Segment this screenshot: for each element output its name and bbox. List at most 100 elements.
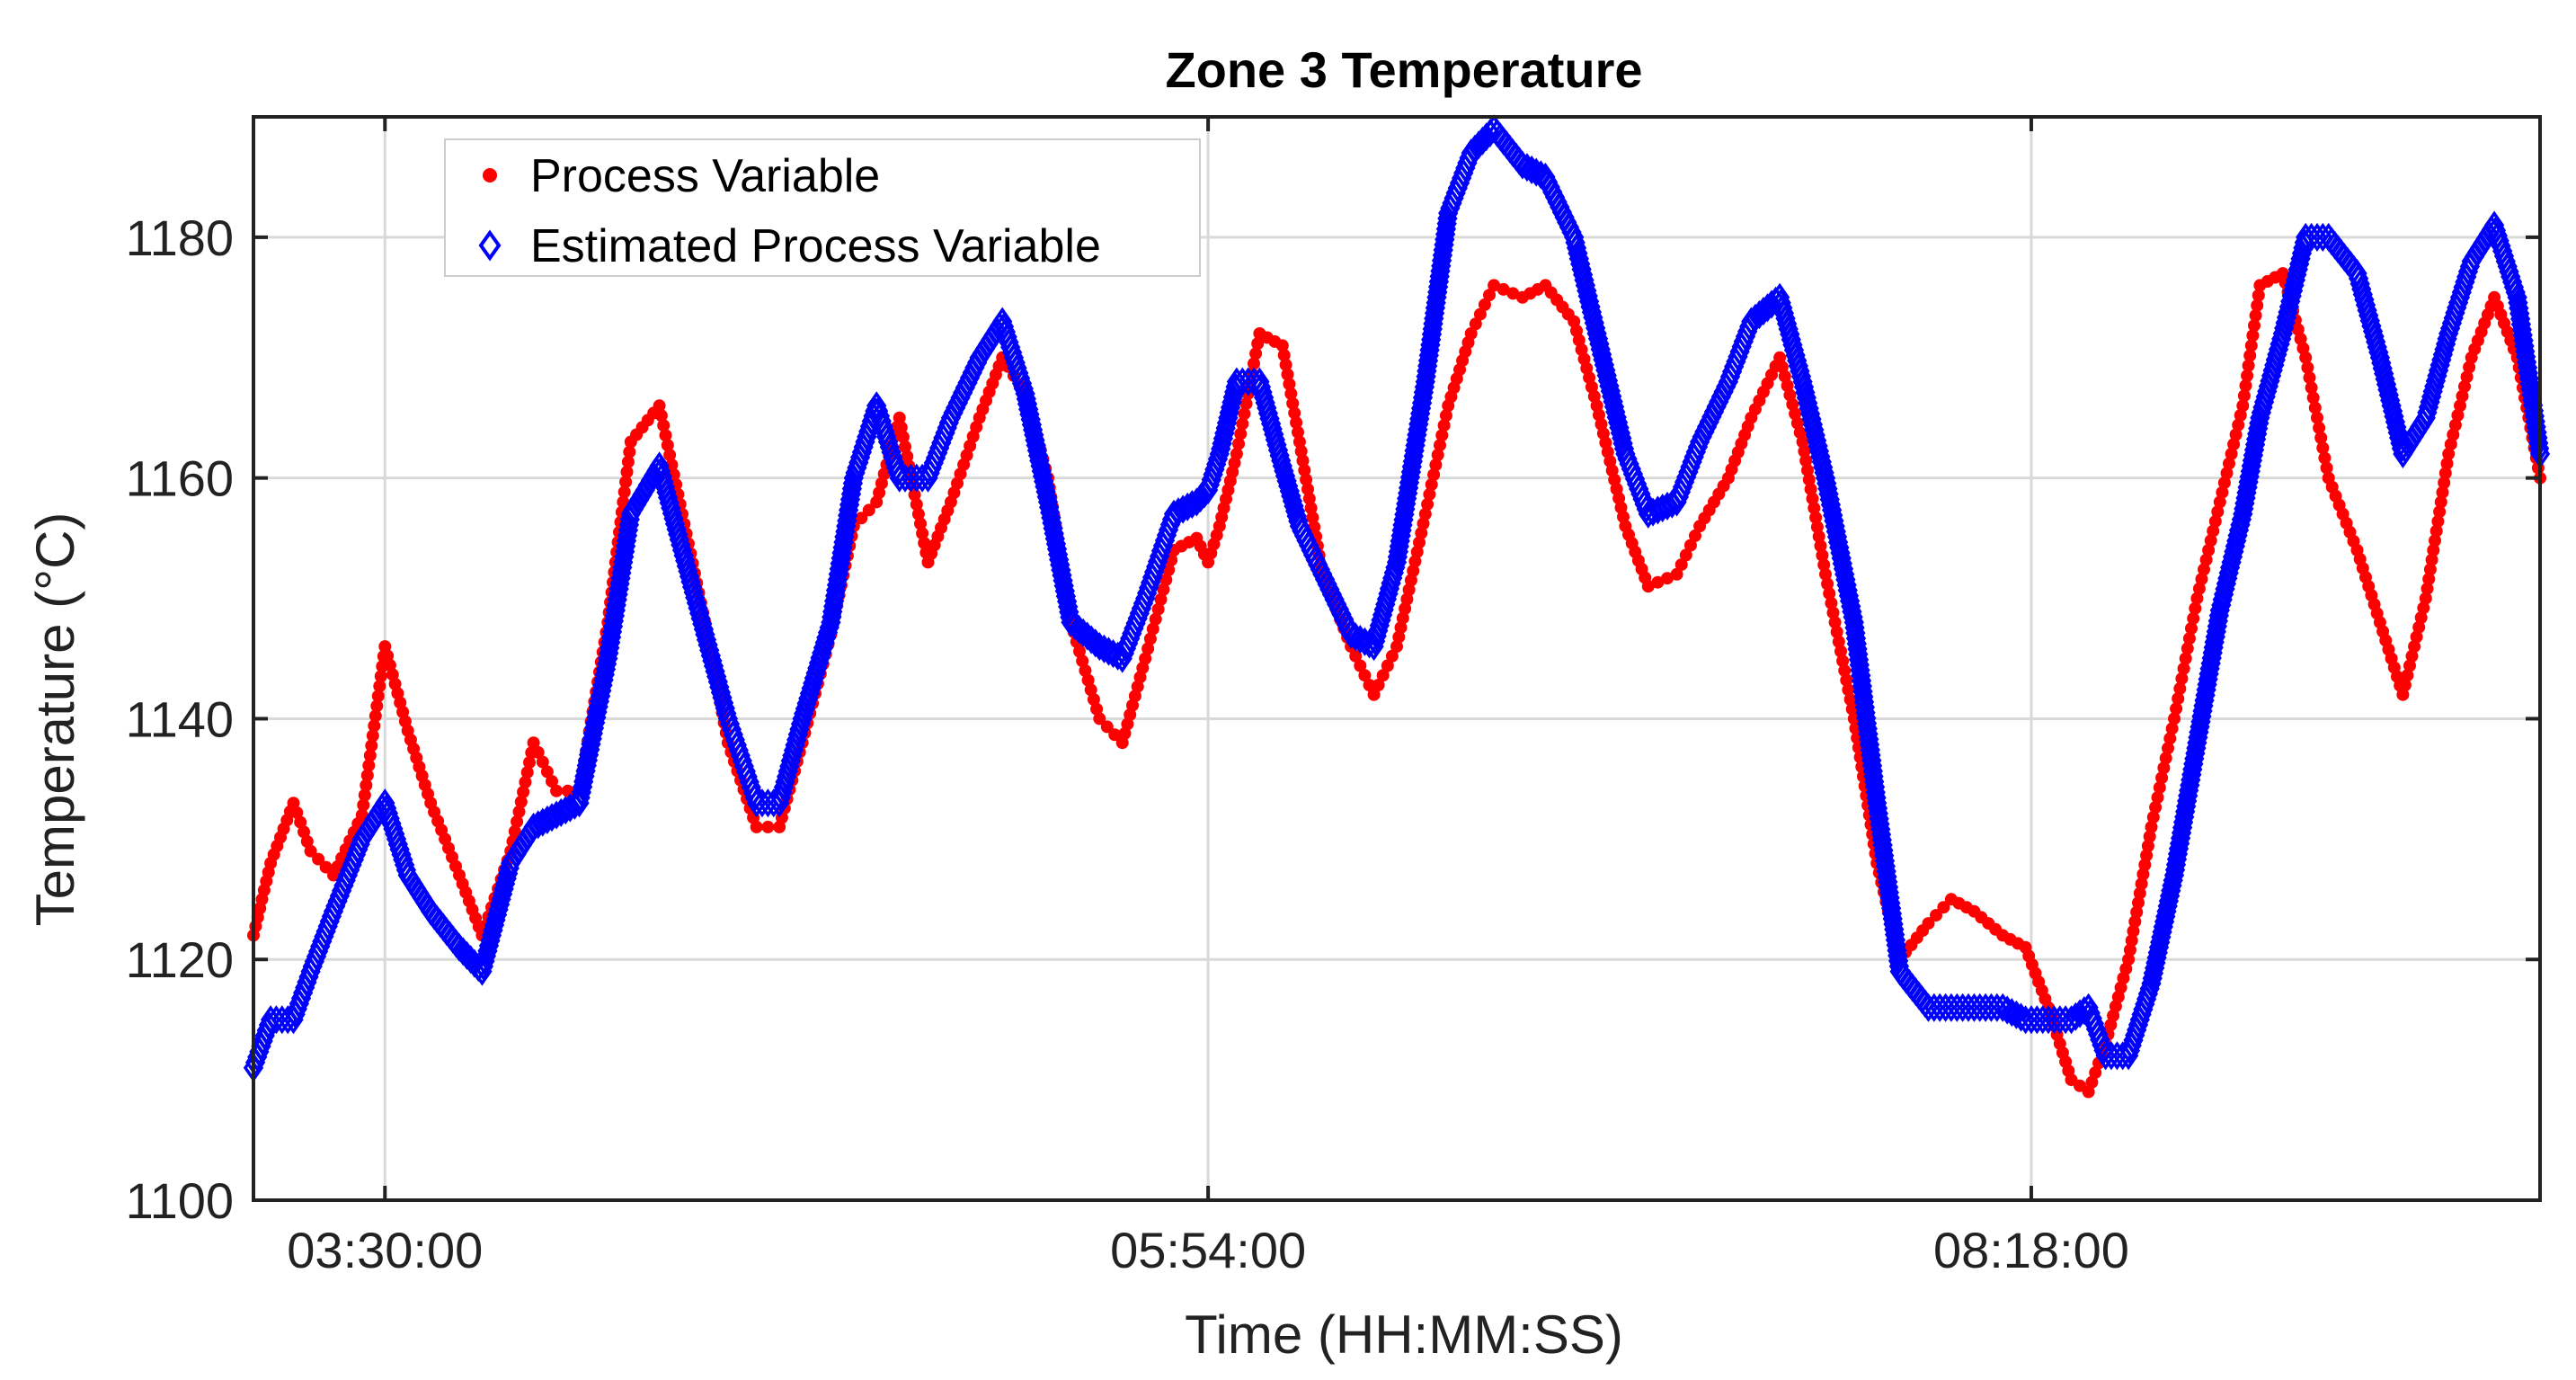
process-variable-point — [2181, 642, 2194, 655]
process-variable-point — [1799, 454, 1813, 467]
process-variable-point — [617, 485, 631, 499]
process-variable-point — [911, 507, 925, 521]
process-variable-point — [2136, 868, 2150, 881]
process-variable-point — [1093, 712, 1106, 726]
estimated-process-variable-point — [1841, 592, 1861, 621]
process-variable-point — [1146, 622, 1159, 636]
process-variable-point — [1796, 435, 1809, 449]
estimated-process-variable-point — [1041, 503, 1061, 532]
process-variable-point — [654, 409, 668, 423]
estimated-process-variable-point — [1044, 519, 1064, 548]
estimated-process-variable-point — [1177, 492, 1198, 521]
process-variable-point — [2236, 399, 2250, 413]
process-variable-point — [2301, 361, 2314, 374]
estimated-process-variable-point — [2055, 1005, 2076, 1035]
process-variable-point — [1473, 307, 1487, 321]
process-variable-point — [2198, 563, 2210, 576]
process-variable-point — [1275, 339, 1289, 352]
process-variable-point — [1836, 654, 1850, 668]
process-variable-point — [2291, 323, 2305, 336]
process-variable-point — [1816, 548, 1829, 562]
process-variable-point — [1423, 487, 1436, 501]
process-variable-point — [1281, 368, 1294, 381]
estimated-process-variable-point — [1042, 508, 1062, 538]
process-variable-point — [1840, 673, 1853, 687]
process-variable-point — [2157, 761, 2171, 775]
process-variable-point — [1079, 663, 1092, 677]
process-variable-point — [523, 756, 536, 770]
process-variable-point — [1292, 435, 1306, 449]
process-variable-point — [2151, 791, 2164, 805]
estimated-process-variable-point — [1842, 597, 1862, 627]
process-variable-point — [561, 784, 574, 797]
estimated-process-variable-point — [1168, 497, 1189, 527]
estimated-process-variable-point — [1821, 495, 1843, 525]
process-variable-point — [2431, 514, 2445, 528]
process-variable-point — [1922, 917, 1935, 930]
process-variable-point — [2190, 592, 2204, 605]
estimated-process-variable-point — [1051, 556, 1071, 585]
process-variable-point — [1249, 347, 1263, 361]
process-variable-point — [2429, 534, 2441, 548]
process-variable-point — [663, 449, 677, 462]
process-variable-point — [1100, 720, 1114, 734]
process-variable-point — [1154, 592, 1168, 606]
process-variable-point — [1294, 445, 1308, 458]
estimated-process-variable-point — [1815, 463, 1836, 493]
process-variable-point — [2398, 679, 2412, 691]
process-variable-point — [1081, 673, 1095, 687]
process-variable-point — [1651, 575, 1665, 589]
process-variable-point — [1349, 649, 1363, 663]
process-variable-point — [1306, 511, 1319, 524]
process-variable-point — [2246, 329, 2260, 343]
process-variable-point — [1845, 702, 1859, 716]
process-variable-point — [2232, 418, 2245, 432]
estimated-process-variable-point — [1032, 461, 1053, 491]
estimated-process-variable-point — [1652, 494, 1673, 523]
process-variable-point — [374, 670, 387, 683]
process-variable-point — [1812, 530, 1825, 543]
process-variable-point — [1819, 567, 1832, 581]
process-variable-point — [1381, 659, 1394, 672]
process-variable-point — [899, 440, 911, 453]
process-variable-point — [2421, 582, 2434, 595]
process-variable-point — [2217, 476, 2231, 489]
process-variable-point — [1826, 606, 1840, 619]
process-variable-point — [620, 466, 634, 478]
process-variable-point — [2163, 732, 2177, 745]
process-variable-point — [1641, 580, 1655, 593]
process-variable-point — [2208, 514, 2222, 528]
process-variable-point — [2192, 582, 2206, 595]
process-variable-point — [1087, 693, 1100, 706]
process-variable-point — [914, 517, 927, 530]
process-variable-point — [2408, 640, 2421, 654]
axes — [252, 115, 2542, 1202]
process-variable-point — [2195, 573, 2208, 586]
process-variable-point — [1410, 545, 1424, 558]
process-variable-point — [2185, 622, 2198, 635]
estimated-process-variable-point — [2518, 358, 2538, 387]
process-variable-point — [2138, 859, 2152, 871]
process-variable-point — [1930, 909, 1942, 922]
legend-label-process-variable: Process Variable — [530, 150, 880, 202]
process-variable-point — [657, 419, 671, 432]
process-variable-point — [2429, 524, 2443, 538]
process-variable-point — [366, 729, 379, 743]
process-variable-point — [1437, 419, 1451, 432]
y-tick-label: 1120 — [126, 931, 234, 988]
process-variable-point — [2227, 438, 2241, 451]
process-variable-point — [2448, 418, 2462, 432]
process-variable-point — [659, 429, 672, 442]
process-variable-point — [2458, 379, 2471, 393]
estimated-process-variable-point — [1053, 565, 1073, 595]
process-variable-point — [2434, 495, 2447, 509]
process-variable-point — [546, 775, 558, 788]
estimated-process-variable-point — [1888, 940, 1908, 971]
process-variable-point — [1073, 645, 1086, 658]
process-variable-point — [540, 765, 554, 779]
process-variable-point — [1674, 558, 1688, 572]
estimated-process-variable-point — [546, 800, 567, 830]
process-variable-point — [1830, 626, 1843, 638]
series-estimated-process-variable — [243, 114, 2551, 1082]
